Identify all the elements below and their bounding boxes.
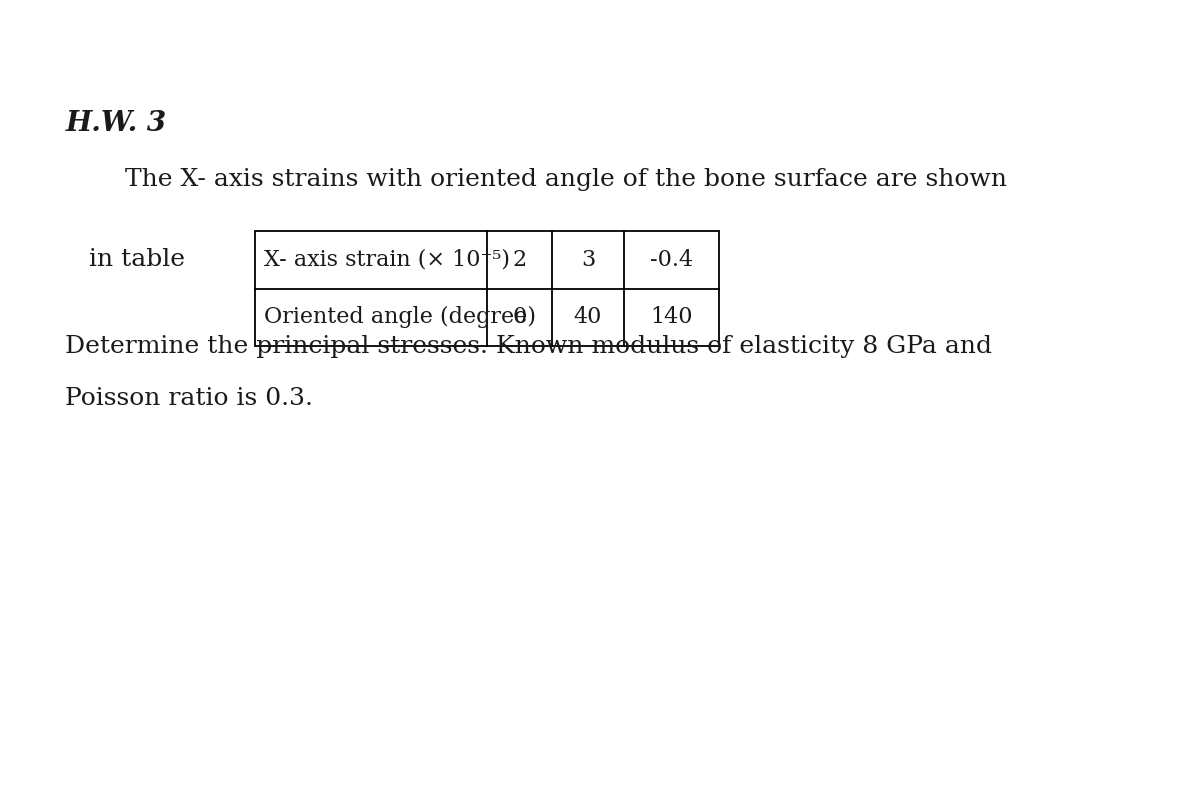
- Text: The X- axis strains with oriented angle of the bone surface are shown: The X- axis strains with oriented angle …: [125, 168, 1006, 190]
- Text: Determine the principal stresses. Known modulus of elasticity 8 GPa and: Determine the principal stresses. Known …: [65, 336, 992, 358]
- Text: 40: 40: [574, 306, 602, 328]
- Text: X- axis strain (× 10⁻⁵): X- axis strain (× 10⁻⁵): [264, 249, 510, 271]
- Text: 0: 0: [513, 306, 526, 328]
- Bar: [255, 231, 719, 346]
- Text: 140: 140: [650, 306, 693, 328]
- Text: H.W. 3: H.W. 3: [65, 110, 166, 137]
- Text: 3: 3: [581, 249, 595, 271]
- Text: in table: in table: [89, 249, 185, 271]
- Text: 2: 2: [513, 249, 526, 271]
- Text: -0.4: -0.4: [650, 249, 693, 271]
- Text: Poisson ratio is 0.3.: Poisson ratio is 0.3.: [65, 387, 314, 410]
- Text: Oriented angle (degree): Oriented angle (degree): [264, 306, 536, 328]
